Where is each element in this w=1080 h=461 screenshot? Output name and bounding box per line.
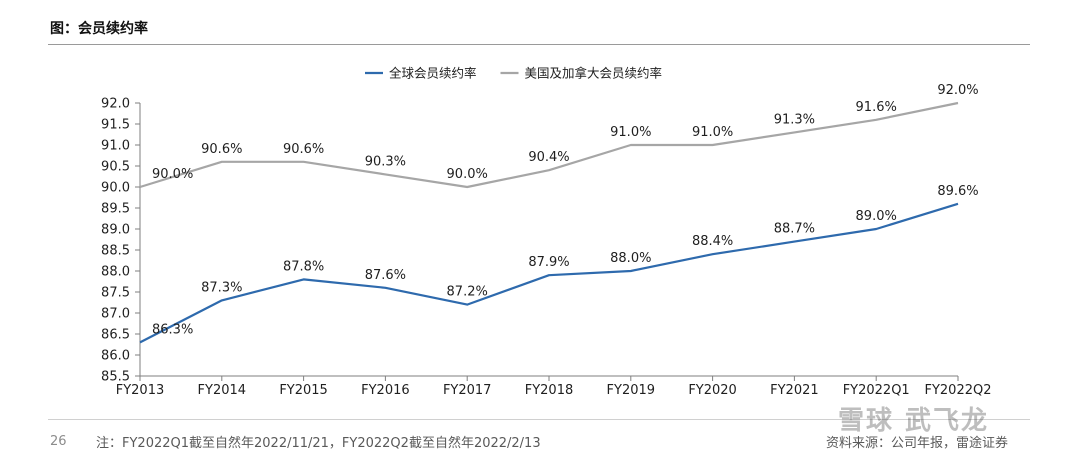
data-label: 87.8% (283, 259, 324, 274)
data-label: 91.0% (610, 125, 651, 140)
data-label: 86.3% (152, 322, 193, 337)
data-label: 87.6% (365, 268, 406, 283)
y-tick-label: 88.5 (101, 244, 130, 259)
data-label: 87.9% (528, 255, 569, 270)
data-label: 89.6% (937, 184, 978, 199)
data-label: 90.3% (365, 154, 406, 169)
data-label: 89.0% (856, 209, 897, 224)
page-title: 图：会员续约率 (50, 21, 148, 37)
x-tick-label: FY2016 (361, 383, 410, 398)
y-tick-label: 92.0 (101, 97, 130, 112)
y-tick-label: 91.0 (101, 139, 130, 154)
x-tick-label: FY2015 (279, 383, 328, 398)
chart-series: 86.3% 87.3% 87.8% 87.6% 87.2% 87.9% 88.0% 88.4%… (139, 83, 979, 344)
y-tick-label: 89.5 (101, 202, 130, 217)
y-tick-label: 90.0 (101, 181, 130, 196)
x-tick-label: FY2020 (688, 383, 737, 398)
data-label: 88.7% (774, 222, 815, 237)
data-label: 91.0% (692, 125, 733, 140)
y-tick-label: 88.0 (101, 265, 130, 280)
x-tick-label: FY2013 (116, 383, 165, 398)
data-label: 87.2% (447, 285, 488, 300)
footer-divider (48, 419, 1030, 420)
x-tick-label: FY2018 (525, 383, 574, 398)
legend-label: 美国及加拿大会员续约率 (525, 66, 663, 81)
x-tick-label: FY2014 (198, 383, 247, 398)
x-tick-label: FY2017 (443, 383, 492, 398)
header-divider (48, 44, 1030, 45)
y-tick-label: 90.5 (101, 160, 130, 175)
x-tick-label: FY2022Q1 (843, 383, 910, 398)
y-tick-label: 85.5 (101, 370, 130, 385)
y-tick-label: 86.5 (101, 328, 130, 343)
y-tick-label: 86.0 (101, 349, 130, 364)
chart-legend: 全球会员续约率 美国及加拿大会员续约率 (365, 66, 662, 81)
page-number: 26 (50, 434, 67, 449)
data-label: 87.3% (201, 280, 242, 295)
x-tick-label: FY2021 (770, 383, 819, 398)
data-label: 91.6% (856, 100, 897, 115)
chart-axes: 92.0 91.5 91.0 90.5 90.0 89.5 89.0 88.5 88.0 87.5… (101, 97, 991, 399)
data-label: 90.4% (528, 150, 569, 165)
data-label: 90.0% (447, 167, 488, 182)
y-tick-label: 89.0 (101, 223, 130, 238)
y-tick-label: 91.5 (101, 118, 130, 133)
series-line-1 (139, 101, 959, 189)
y-tick-label: 87.0 (101, 307, 130, 322)
line-chart: 全球会员续约率 美国及加拿大会员续约率 92.0 91.5 91.0 90.5 90.0 8… (101, 66, 991, 399)
watermark: 雪球 武飞龙 (838, 406, 990, 436)
data-label: 88.0% (610, 251, 651, 266)
data-label: 88.4% (692, 234, 733, 249)
x-tick-label: FY2019 (607, 383, 656, 398)
legend-label: 全球会员续约率 (389, 66, 477, 81)
data-label: 90.0% (152, 167, 193, 182)
footer-source: 资料来源：公司年报，雷途证券 (826, 436, 1009, 451)
data-label: 90.6% (201, 142, 242, 157)
y-tick-label: 87.5 (101, 286, 130, 301)
data-label: 92.0% (937, 83, 978, 98)
x-tick-label: FY2022Q2 (924, 383, 991, 398)
data-label: 91.3% (774, 112, 815, 127)
footer-note: 注：FY2022Q1截至自然年2022/11/21，FY2022Q2截至自然年2… (96, 436, 541, 451)
series-line-0 (139, 202, 959, 344)
data-label: 90.6% (283, 142, 324, 157)
